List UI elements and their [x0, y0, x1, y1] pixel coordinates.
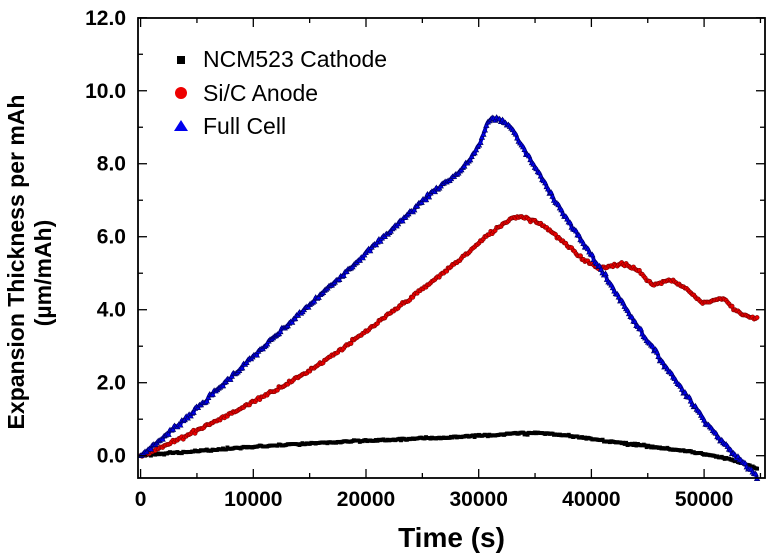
svg-text:4.0: 4.0: [97, 299, 126, 322]
svg-text:Expansion Thickness per mAh: Expansion Thickness per mAh: [3, 95, 29, 430]
svg-text:Si/C Anode: Si/C Anode: [203, 80, 318, 106]
svg-text:12.0: 12.0: [85, 7, 126, 30]
svg-text:Full Cell: Full Cell: [203, 113, 286, 139]
svg-text:40000: 40000: [562, 488, 620, 511]
svg-text:20000: 20000: [337, 488, 395, 511]
svg-text:0: 0: [135, 488, 147, 511]
svg-text:8.0: 8.0: [97, 153, 126, 176]
svg-text:10.0: 10.0: [85, 80, 126, 103]
svg-text:2.0: 2.0: [97, 372, 126, 395]
svg-text:6.0: 6.0: [97, 226, 126, 249]
svg-text:Time (s): Time (s): [398, 522, 505, 553]
svg-text:(µm/mAh): (µm/mAh): [30, 220, 56, 327]
svg-text:NCM523 Cathode: NCM523 Cathode: [203, 46, 387, 72]
svg-text:50000: 50000: [675, 488, 733, 511]
svg-text:10000: 10000: [224, 488, 282, 511]
svg-text:30000: 30000: [449, 488, 507, 511]
svg-text:0.0: 0.0: [97, 445, 126, 468]
